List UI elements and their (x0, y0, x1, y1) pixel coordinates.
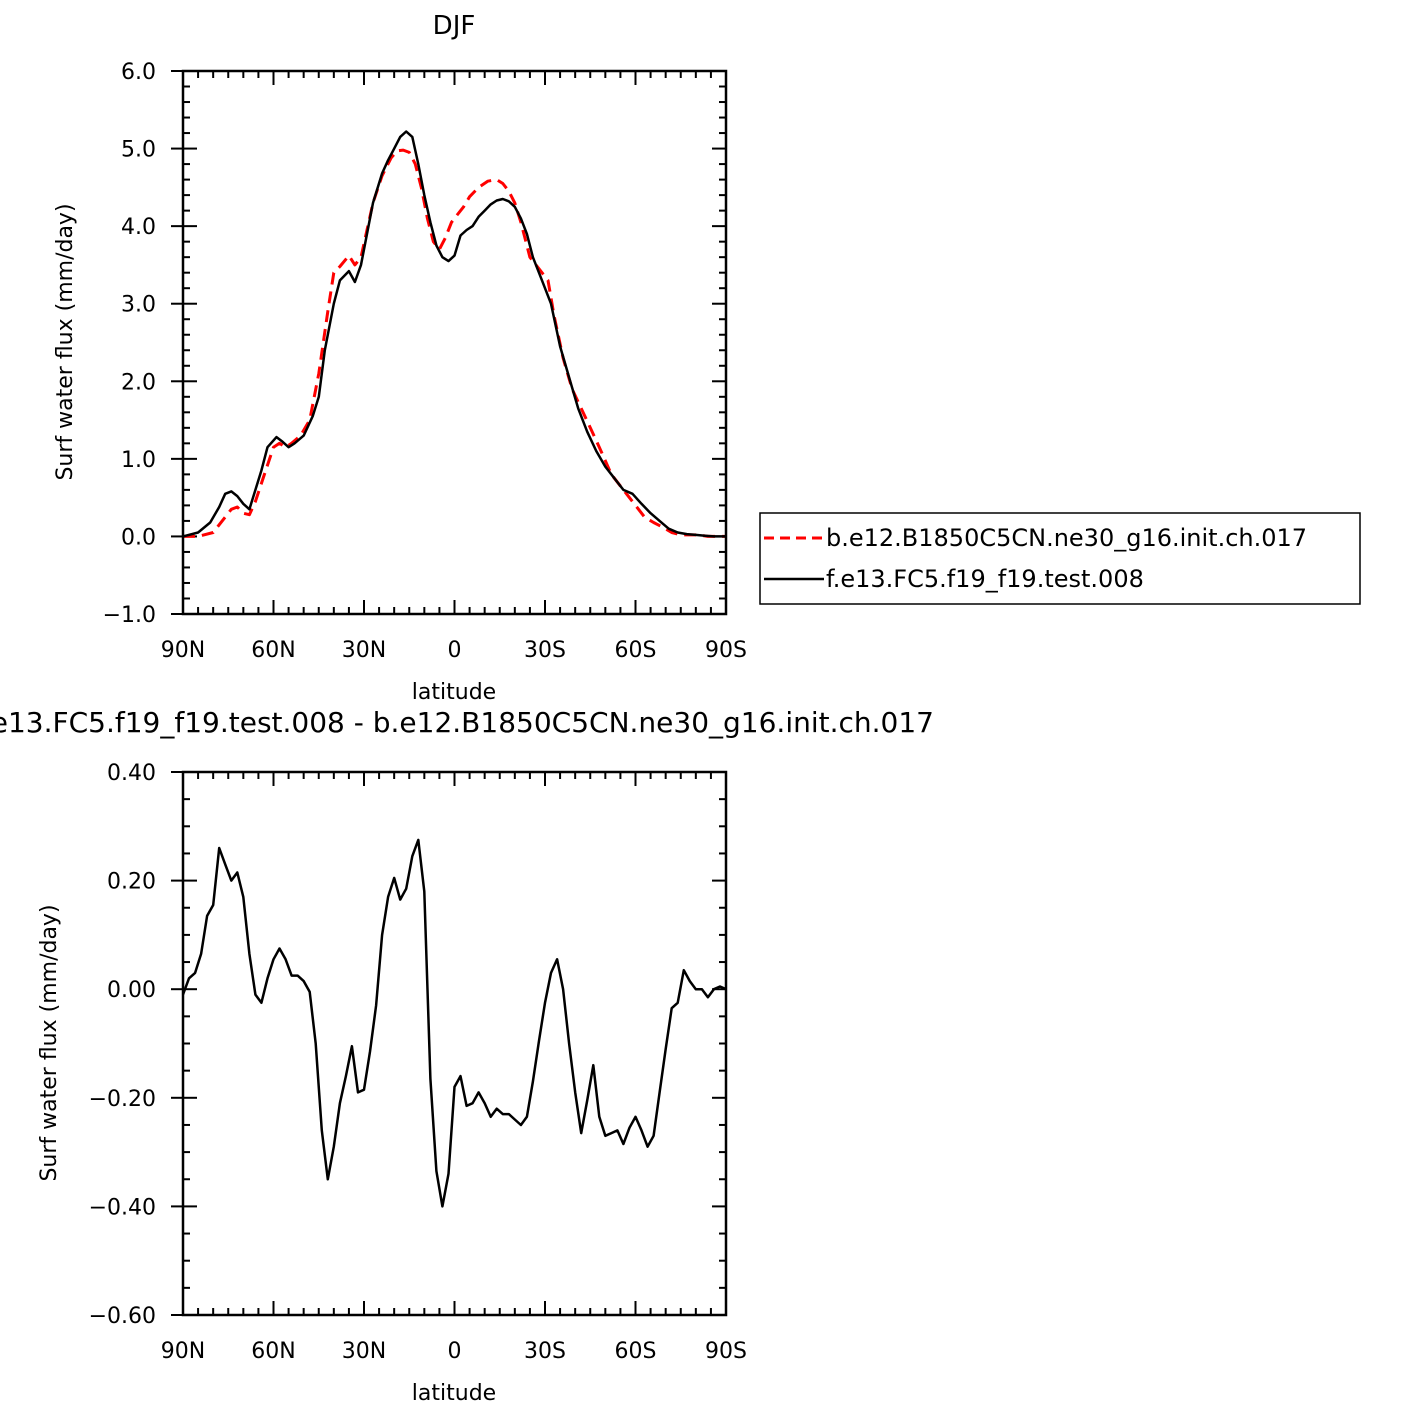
top-chart: DJF 90N 60N 30N 0 30S 60S 90S −1.0 0.0 1.0 2.0 3.0 4… (53, 11, 747, 705)
top-ytick-label: 0.0 (121, 525, 156, 550)
top-ytick-label: −1.0 (103, 603, 156, 628)
bottom-chart-ylabel: Surf water flux (mm/day) (37, 904, 62, 1181)
legend-box (759, 512, 1361, 605)
top-series-line-0 (183, 148, 726, 538)
bottom-series-line-0 (181, 838, 727, 1208)
top-plot-area: 90N 60N 30N 0 30S 60S 90S −1.0 0.0 1.0 2.0 3.0 4.0 5.… (103, 60, 747, 663)
top-xtick-label: 60N (251, 638, 295, 663)
top-xtick-label: 30S (524, 638, 566, 663)
bottom-xtick-label: 90S (705, 1339, 747, 1364)
top-plot-frame (181, 69, 728, 616)
top-xtick-label: 0 (448, 638, 462, 663)
bottom-xtick-label: 90N (161, 1339, 205, 1364)
top-xtick-label: 90N (161, 638, 205, 663)
top-ytick-label: 5.0 (121, 138, 156, 163)
top-chart-ylabel: Surf water flux (mm/day) (53, 203, 78, 480)
top-xtick-label: 30N (342, 638, 386, 663)
bottom-xtick-label: 0 (448, 1339, 462, 1364)
top-ytick-label: 2.0 (121, 370, 156, 395)
top-series-line-1 (182, 130, 726, 538)
bottom-xtick-label: 60S (615, 1339, 657, 1364)
bottom-ytick-label: −0.40 (89, 1195, 156, 1220)
top-chart-title: DJF (433, 11, 476, 41)
bottom-plot-area: 90N 60N 30N 0 30S 60S 90S −0.60 −0.40 −0.20 0.00 0.… (89, 761, 747, 1364)
top-ytick-label: 4.0 (121, 215, 156, 240)
top-ytick-label: 6.0 (121, 60, 156, 85)
legend-entry-b-e12: b.e12.B1850C5CN.ne30_g16.init.ch.017 (826, 524, 1307, 552)
bottom-ytick-label: 0.00 (107, 978, 156, 1003)
bottom-chart: f.e13.FC5.f19_f19.test.008 - b.e12.B1850… (0, 706, 934, 1406)
top-chart-legend: b.e12.B1850C5CN.ne30_g16.init.ch.017 f.e… (759, 512, 1361, 605)
bottom-ytick-label: −0.20 (89, 1087, 156, 1112)
top-chart-xlabel: latitude (412, 680, 496, 705)
top-ytick-label: 3.0 (121, 293, 156, 318)
top-xtick-label: 90S (705, 638, 747, 663)
bottom-xtick-label: 30N (342, 1339, 386, 1364)
bottom-ytick-label: −0.60 (89, 1304, 156, 1329)
top-xtick-label: 60S (615, 638, 657, 663)
bottom-ytick-label: 0.20 (107, 870, 156, 895)
bottom-xtick-label: 60N (251, 1339, 295, 1364)
bottom-plot-frame (181, 770, 728, 1317)
bottom-ytick-label: 0.40 (107, 761, 156, 786)
legend-entry-f-e13: f.e13.FC5.f19_f19.test.008 (826, 565, 1144, 593)
bottom-chart-title: f.e13.FC5.f19_f19.test.008 - b.e12.B1850… (0, 706, 934, 739)
bottom-xtick-label: 30S (524, 1339, 566, 1364)
top-ytick-label: 1.0 (121, 448, 156, 473)
bottom-chart-xlabel: latitude (412, 1381, 496, 1406)
